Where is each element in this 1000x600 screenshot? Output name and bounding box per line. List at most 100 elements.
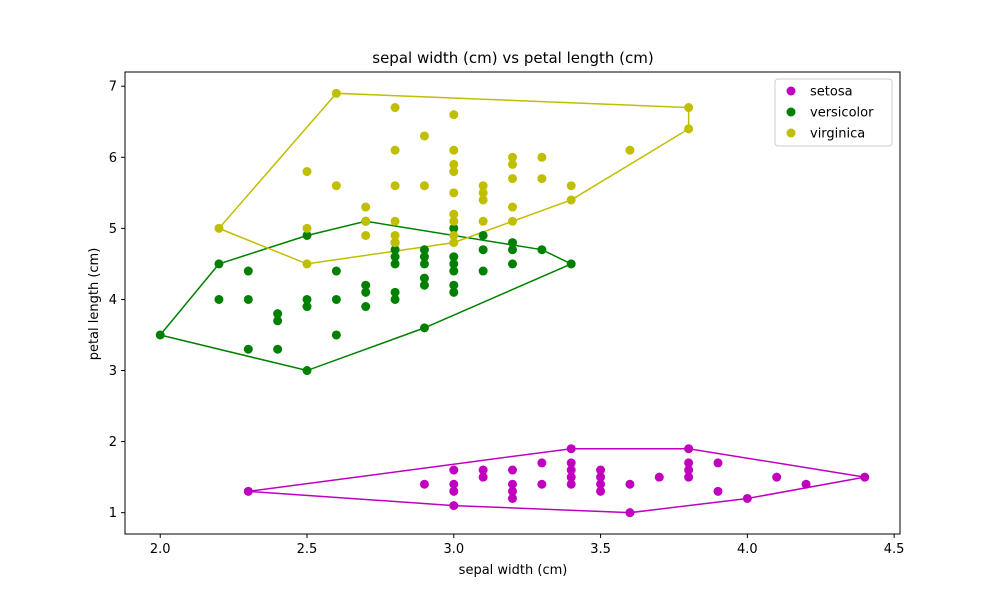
data-point-virginica <box>214 223 224 233</box>
x-tick-label: 4.0 <box>737 542 758 557</box>
data-point-virginica <box>449 230 459 240</box>
data-point-virginica <box>478 195 488 205</box>
data-point-versicolor <box>449 287 459 297</box>
data-point-virginica <box>537 174 547 184</box>
data-point-setosa <box>508 465 517 475</box>
data-point-versicolor <box>449 223 459 233</box>
data-point-setosa <box>566 479 576 489</box>
y-tick-label: 6 <box>109 151 117 166</box>
data-point-virginica <box>508 174 517 184</box>
data-point-setosa <box>449 486 459 496</box>
data-point-virginica <box>684 124 694 134</box>
data-point-virginica <box>566 195 576 205</box>
data-point-virginica <box>361 230 371 240</box>
data-point-versicolor <box>566 259 576 269</box>
data-point-setosa <box>860 472 870 482</box>
data-point-virginica <box>449 209 459 219</box>
data-point-virginica <box>419 131 429 141</box>
data-point-virginica <box>566 181 576 191</box>
data-point-setosa <box>419 479 429 489</box>
data-point-versicolor <box>419 280 429 290</box>
chart-title: sepal width (cm) vs petal length (cm) <box>372 49 654 67</box>
data-point-setosa <box>449 465 459 475</box>
data-point-versicolor <box>419 252 429 262</box>
data-point-setosa <box>713 458 723 468</box>
data-point-setosa <box>596 472 606 482</box>
data-point-versicolor <box>419 259 429 269</box>
data-point-versicolor <box>361 280 371 290</box>
data-point-setosa <box>625 508 635 518</box>
y-tick-label: 4 <box>109 293 117 308</box>
data-point-virginica <box>508 216 517 226</box>
data-point-versicolor <box>449 259 459 269</box>
data-point-setosa <box>596 486 606 496</box>
data-point-versicolor <box>390 245 400 255</box>
data-point-versicolor <box>331 330 341 340</box>
data-point-versicolor <box>419 273 429 283</box>
data-point-virginica <box>390 216 400 226</box>
data-point-virginica <box>478 188 488 198</box>
data-point-versicolor <box>390 259 400 269</box>
data-point-virginica <box>449 110 459 120</box>
data-point-versicolor <box>449 280 459 290</box>
data-point-versicolor <box>214 259 224 269</box>
x-tick-label: 4.5 <box>884 542 905 557</box>
data-point-virginica <box>449 159 459 169</box>
legend: setosa versicolor virginica <box>774 78 893 147</box>
legend-label-versicolor: versicolor <box>810 106 874 121</box>
data-point-virginica <box>684 103 694 113</box>
data-point-virginica <box>449 188 459 198</box>
data-point-virginica <box>390 145 400 155</box>
data-point-virginica <box>419 181 429 191</box>
data-point-virginica <box>331 88 341 98</box>
data-point-versicolor <box>478 230 488 240</box>
data-point-versicolor <box>273 316 283 326</box>
data-point-versicolor <box>478 266 488 276</box>
data-point-versicolor <box>449 252 459 262</box>
legend-marker-setosa <box>786 86 796 96</box>
y-axis-label: petal length (cm) <box>87 248 102 361</box>
data-point-setosa <box>566 458 576 468</box>
data-point-virginica <box>478 181 488 191</box>
data-point-setosa <box>801 479 811 489</box>
data-point-versicolor <box>361 287 371 297</box>
data-point-setosa <box>508 493 517 503</box>
data-point-setosa <box>243 486 253 496</box>
y-axis: 1 2 3 4 5 6 7 <box>109 80 125 521</box>
data-point-virginica <box>302 167 312 177</box>
data-point-setosa <box>596 479 606 489</box>
data-point-setosa <box>742 493 752 503</box>
data-point-setosa <box>508 486 517 496</box>
data-point-virginica <box>361 202 371 212</box>
x-axis-label: sepal width (cm) <box>459 563 568 578</box>
data-point-versicolor <box>508 245 517 255</box>
data-point-versicolor <box>449 266 459 276</box>
data-point-setosa <box>449 479 459 489</box>
data-point-versicolor <box>243 344 253 354</box>
plot-frame <box>124 71 901 535</box>
data-point-setosa <box>537 479 547 489</box>
y-tick-label: 3 <box>109 364 117 379</box>
x-tick-label: 3.5 <box>590 542 611 557</box>
data-point-versicolor <box>508 259 517 269</box>
y-tick-label: 1 <box>109 506 117 521</box>
data-point-virginica <box>478 216 488 226</box>
data-point-setosa <box>566 444 576 454</box>
data-point-versicolor <box>331 294 341 304</box>
data-point-versicolor <box>243 294 253 304</box>
data-point-versicolor <box>273 309 283 319</box>
hull-line-virginica <box>218 92 690 265</box>
data-point-versicolor <box>390 287 400 297</box>
data-point-setosa <box>625 479 635 489</box>
data-point-setosa <box>713 486 723 496</box>
data-point-virginica <box>449 238 459 248</box>
data-point-versicolor <box>419 323 429 333</box>
data-point-versicolor <box>302 302 312 312</box>
y-tick-label: 2 <box>109 435 117 450</box>
data-point-versicolor <box>390 252 400 262</box>
data-point-virginica <box>625 145 635 155</box>
y-tick-label: 5 <box>109 222 117 237</box>
data-point-virginica <box>449 216 459 226</box>
data-point-versicolor <box>419 245 429 255</box>
data-point-virginica <box>390 230 400 240</box>
